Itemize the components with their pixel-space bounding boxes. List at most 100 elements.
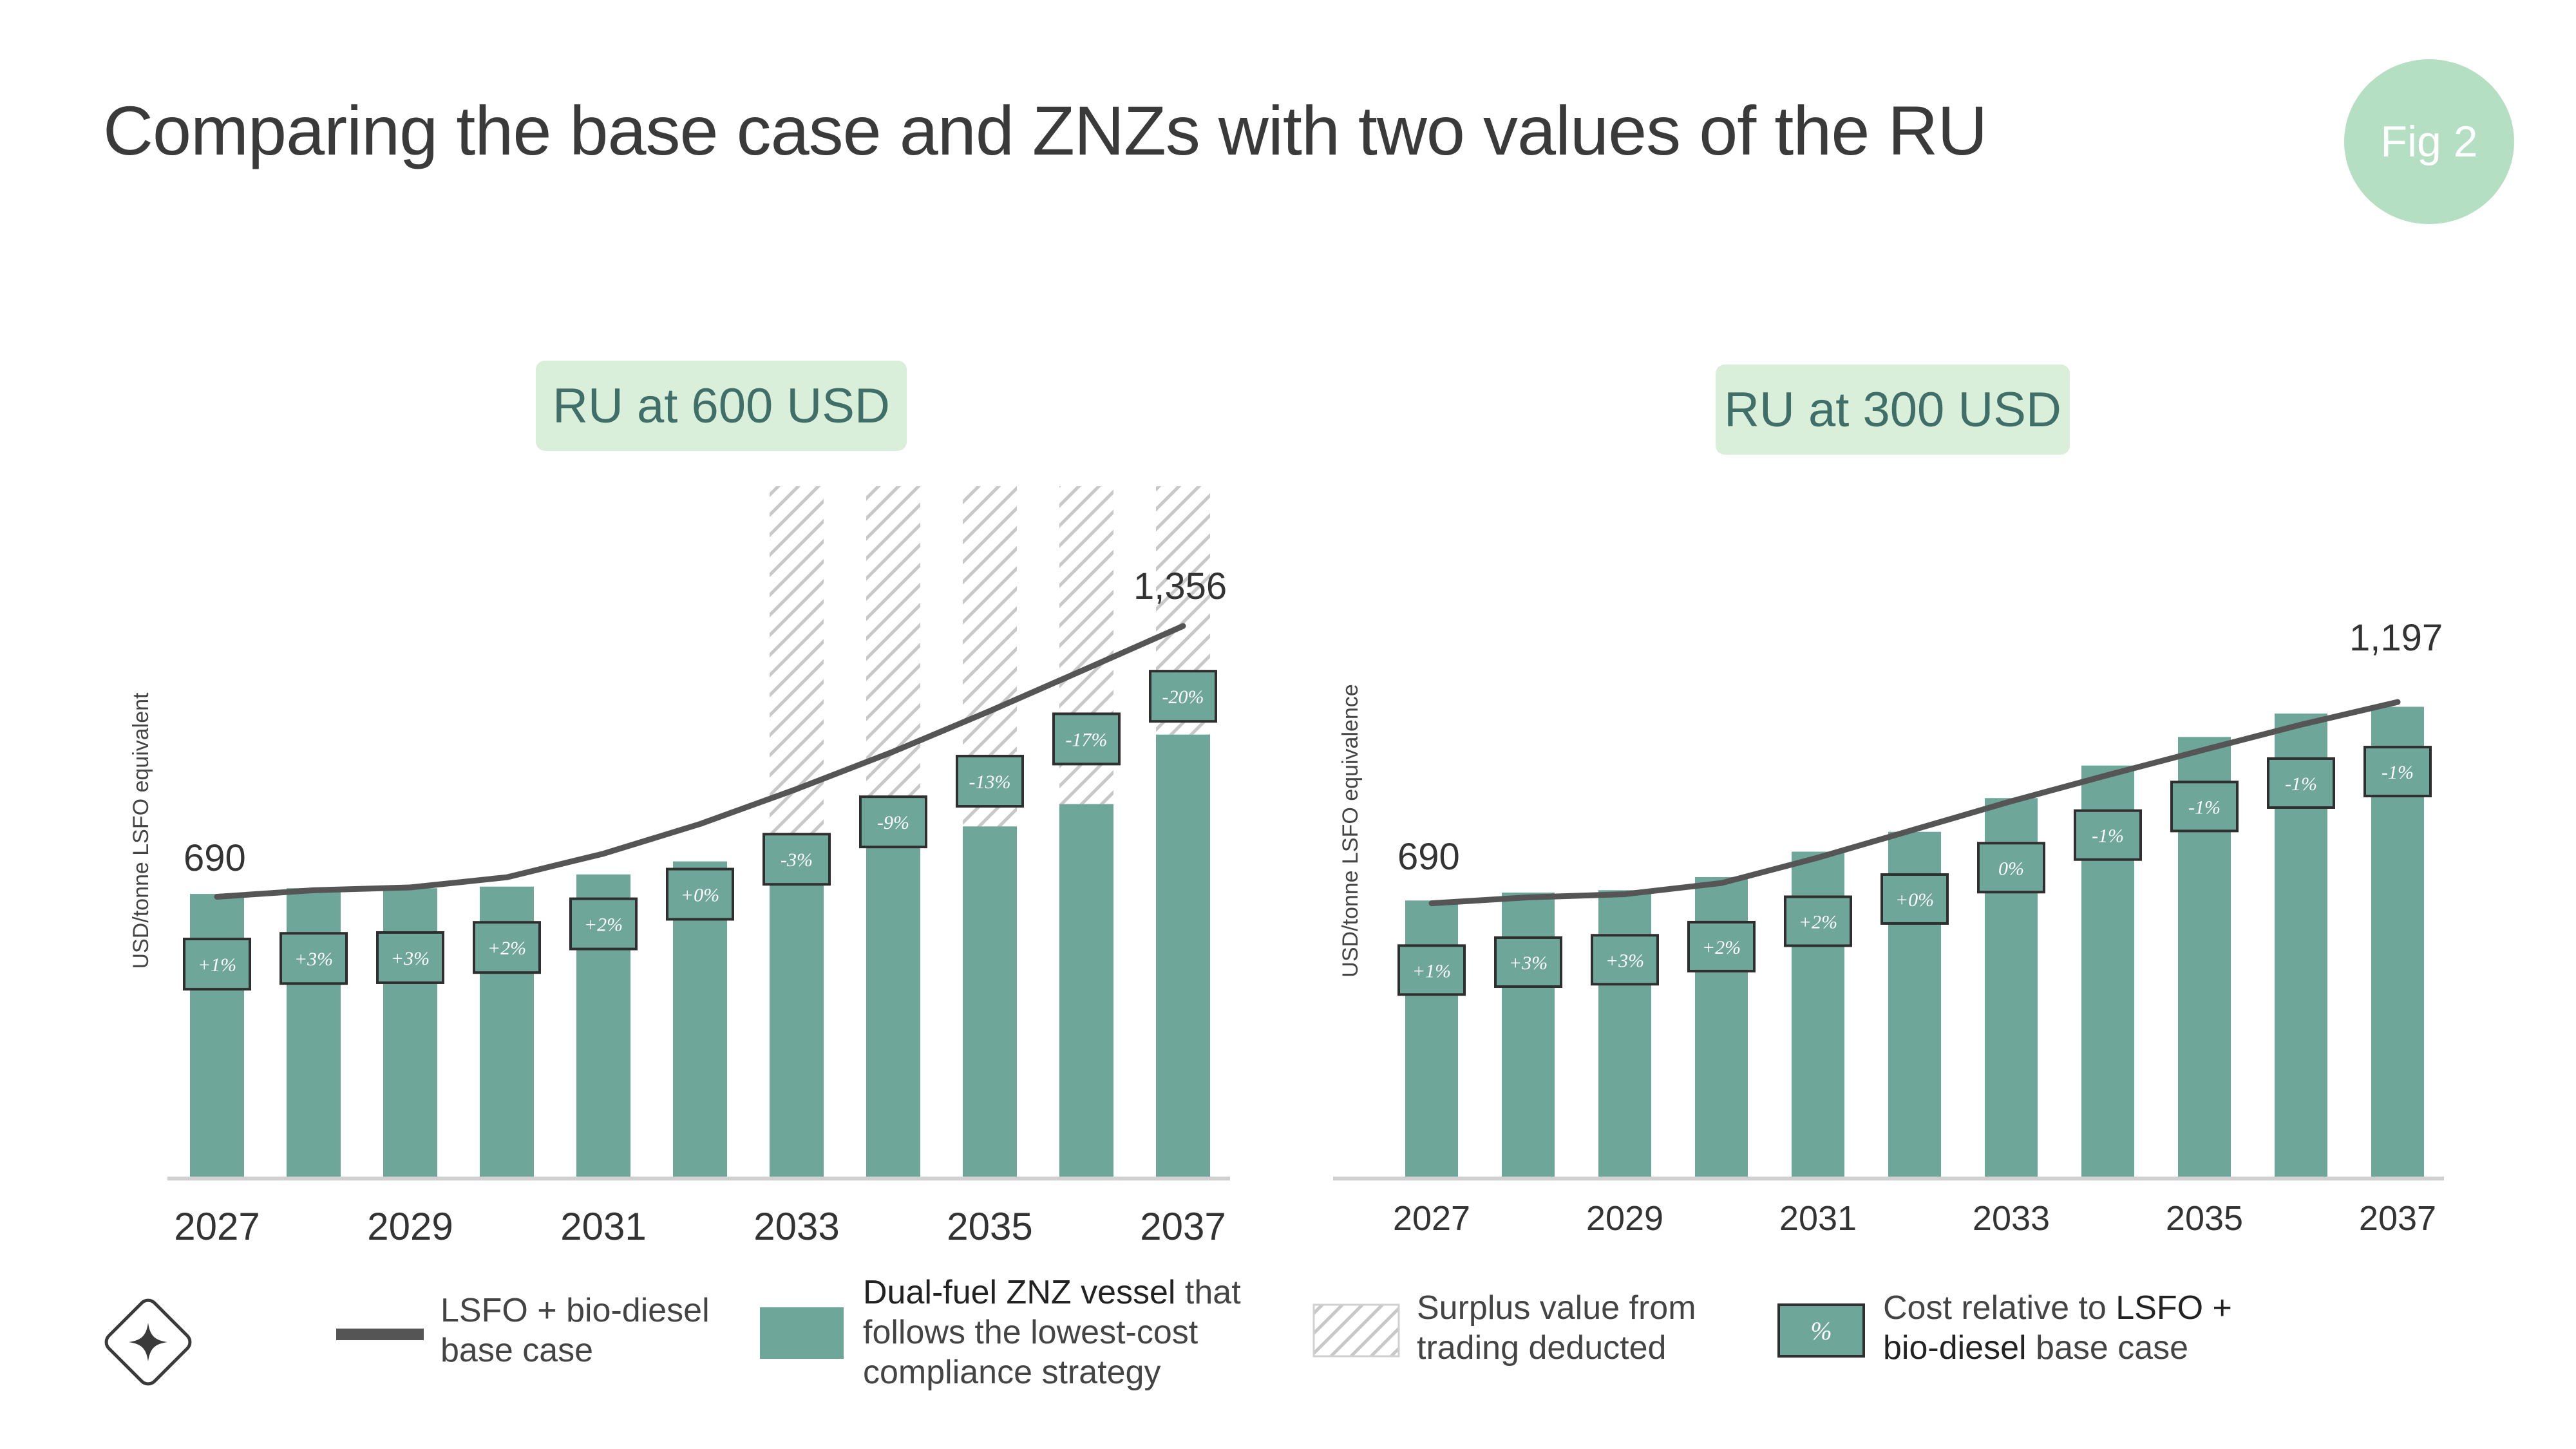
bar	[1502, 892, 1555, 1177]
pct-badge	[1687, 920, 1756, 972]
y-axis-label: USD/tonne LSFO equivalence	[1338, 684, 1363, 977]
y-axis-label: USD/tonne LSFO equivalent	[129, 692, 153, 969]
pct-label: -1%	[2092, 826, 2124, 847]
pct-badge	[569, 897, 638, 951]
first-value-annotation: 690	[184, 837, 246, 879]
base-case-line	[214, 623, 1186, 900]
legend-hatch-text-1: Surplus value from	[1417, 1289, 1696, 1327]
pct-badge	[1494, 936, 1562, 988]
pct-badge	[1977, 842, 2045, 894]
legend-line-text-1: LSFO + bio-diesel	[440, 1292, 710, 1329]
pct-label: +2%	[1799, 911, 1837, 933]
x-tick-label: 2029	[1586, 1199, 1663, 1238]
pct-badge	[183, 938, 251, 991]
pct-badge	[279, 932, 348, 985]
legend-pct-symbol: %	[1810, 1316, 1832, 1345]
pct-label: +2%	[584, 914, 623, 936]
first-value-annotation: 690	[1397, 836, 1460, 878]
pct-badge	[666, 867, 734, 921]
legend-pct-text-bold-2: bio-diesel	[1883, 1329, 2027, 1367]
pct-label: -9%	[877, 812, 909, 833]
chart-right: +1% +3% +3% +2% +2% +0% 0% -1% -1% -1% -1% 2027 2029…	[1333, 617, 2444, 1238]
bar	[963, 826, 1017, 1177]
pct-badge	[2074, 809, 2142, 861]
chart-left: +1% +3% +3% +2% +2% +0% -3% -9% -13% -17% -20% 2027…	[129, 486, 1230, 1248]
pct-badge	[859, 795, 927, 849]
legend-bar-text-bold: Dual-fuel ZNZ vessel	[863, 1274, 1176, 1311]
surplus-hatch-bar	[866, 486, 920, 845]
pct-badge	[2170, 781, 2239, 833]
bar	[1156, 734, 1210, 1177]
pct-badge	[1880, 873, 1949, 925]
bar	[287, 888, 341, 1177]
pct-label: -3%	[781, 849, 813, 871]
pct-label: +3%	[391, 948, 430, 969]
pct-label: +0%	[681, 885, 719, 906]
x-tick-label: 2031	[560, 1205, 646, 1248]
pct-label: -1%	[2382, 762, 2414, 783]
pct-label: 0%	[1998, 858, 2024, 879]
legend-bar-text-3: compliance strategy	[863, 1354, 1161, 1391]
pct-badge	[1784, 895, 1852, 947]
x-tick-label: 2033	[1973, 1199, 2050, 1238]
legend-line-text-2: base case	[440, 1332, 594, 1369]
legend-swatches: %	[336, 1303, 1865, 1359]
legend-pct-text-rest-2: base case	[2026, 1329, 2189, 1367]
x-tick-label: 2027	[174, 1205, 260, 1248]
legend-pct-swatch	[1777, 1303, 1865, 1358]
legend-pct-text-rest: Cost relative to	[1883, 1289, 2116, 1327]
legend-hatch-label: Surplus value from trading deducted	[1417, 1288, 1696, 1368]
bar	[1598, 890, 1651, 1177]
x-tick-label: 2035	[947, 1205, 1032, 1248]
surplus-hatch-bar	[770, 486, 824, 857]
pct-label: -1%	[2285, 773, 2317, 795]
page-title: Comparing the base case and ZNZs with tw…	[103, 91, 1987, 169]
pct-label: +0%	[1895, 889, 1934, 911]
pct-label: -17%	[1066, 729, 1108, 750]
x-tick-label: 2033	[753, 1205, 839, 1248]
pct-label: -13%	[969, 772, 1011, 793]
legend-bar-text-2: follows the lowest-cost	[863, 1314, 1198, 1351]
pct-badge	[2363, 746, 2432, 798]
x-tick-label: 2027	[1393, 1199, 1470, 1238]
pct-label: -1%	[2188, 797, 2221, 818]
bar	[190, 894, 244, 1177]
pct-label: +3%	[1605, 950, 1644, 971]
legend-bar-swatch	[760, 1307, 844, 1359]
legend-line-label: LSFO + bio-diesel base case	[440, 1291, 710, 1370]
x-tick-label: 2031	[1779, 1199, 1857, 1238]
last-value-annotation: 1,197	[2349, 617, 2443, 659]
bar	[1059, 804, 1113, 1177]
pct-badge	[2267, 757, 2335, 809]
bar	[1405, 900, 1458, 1177]
legend-hatch-text-2: trading deducted	[1417, 1329, 1667, 1367]
x-tick-label: 2029	[367, 1205, 453, 1248]
pct-badge	[1052, 712, 1121, 766]
bar	[866, 844, 920, 1177]
legend-bar-label: Dual-fuel ZNZ vessel that follows the lo…	[863, 1273, 1241, 1392]
pct-label: +3%	[1509, 952, 1548, 974]
pct-label: +3%	[294, 949, 333, 970]
x-tick-label: 2035	[2166, 1199, 2243, 1238]
legend-pct-text-bold: LSFO +	[2116, 1289, 2232, 1327]
panel-title-left: RU at 600 USD	[536, 361, 907, 451]
pct-badge	[1397, 944, 1466, 996]
figure-badge: Fig 2	[2344, 59, 2514, 224]
pct-badge	[376, 931, 444, 984]
sparkle-logo-icon	[104, 1298, 192, 1386]
pct-label: -20%	[1162, 687, 1204, 708]
pct-label: +1%	[1412, 960, 1451, 981]
panel-title-right: RU at 300 USD	[1716, 365, 2070, 455]
pct-badge	[473, 921, 541, 974]
x-tick-label: 2037	[1140, 1205, 1226, 1248]
x-tick-label: 2037	[2359, 1199, 2436, 1238]
last-value-annotation: 1,356	[1133, 565, 1227, 607]
legend-hatch-swatch	[1312, 1303, 1400, 1358]
pct-badge	[762, 833, 831, 886]
pct-label: +2%	[1702, 937, 1741, 958]
bar	[770, 856, 824, 1177]
pct-badge	[1591, 934, 1659, 986]
legend-bar-text-rest: that	[1175, 1274, 1241, 1311]
pct-label: +2%	[488, 938, 526, 959]
legend-pct-label: Cost relative to LSFO + bio-diesel base …	[1883, 1288, 2232, 1368]
